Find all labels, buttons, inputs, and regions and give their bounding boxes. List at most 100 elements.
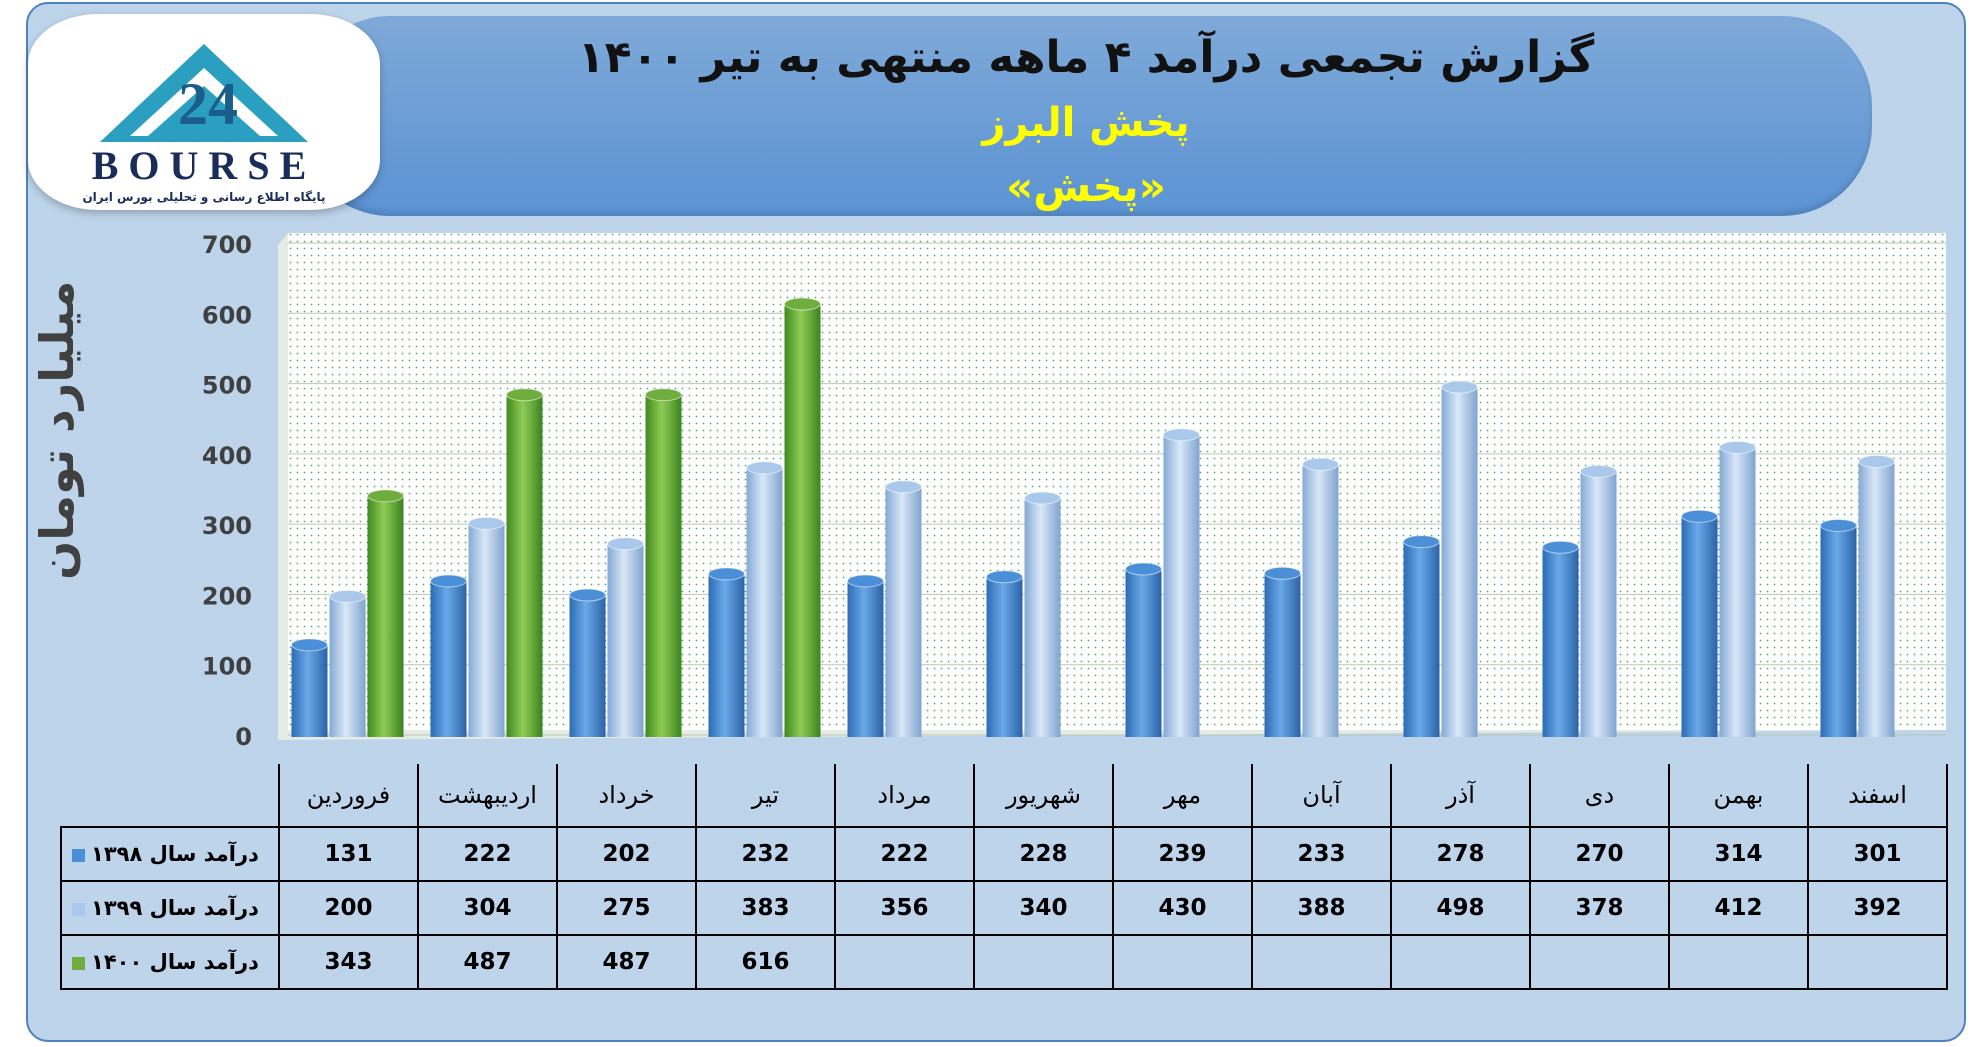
table-cell: 200 [278,880,419,936]
table-cell: 222 [417,826,558,882]
table-row: درآمد سال ۱۴۰۰ 343 487 487 616 [60,934,1948,990]
table-cell: 430 [1112,880,1253,936]
bar [746,461,783,737]
table-cell: 239 [1112,826,1253,882]
table-cell: 388 [1251,880,1392,936]
table-cell: 314 [1668,826,1809,882]
bar [1681,509,1718,737]
y-axis-ticks: 0 100 200 300 400 500 600 700 [202,231,252,751]
table-cell [1390,934,1531,990]
table-cell [1807,934,1948,990]
bar [885,480,922,737]
x-tick-label: خرداد [556,764,697,828]
table-cell [973,934,1114,990]
bar [1542,540,1579,737]
table-cell: 392 [1807,880,1948,936]
table-cell: 233 [1251,826,1392,882]
bars [291,297,1895,737]
table-row: درآمد سال ۱۳۹۹ 200 304 275 383 356 340 430 388 49… [60,880,1948,936]
table-cell: 202 [556,826,697,882]
bar [430,574,467,737]
bar [468,516,505,737]
x-tick-label: اسفند [1807,764,1948,828]
x-tick-label: اردیبهشت [417,764,558,828]
table-cell: 498 [1390,880,1531,936]
bar [1441,380,1478,737]
table-cell [834,934,975,990]
y-tick-label: 700 [202,231,252,259]
chart-title: گزارش تجمعی درآمد ۴ ماهه منتهی به تیر ۱۴… [577,32,1595,83]
bar [1820,518,1857,737]
bar [1024,491,1061,737]
bar [784,297,821,737]
header-band: گزارش تجمعی درآمد ۴ ماهه منتهی به تیر ۱۴… [300,16,1872,216]
legend-label: درآمد سال ۱۳۹۹ [91,896,259,920]
gridlines [288,242,1946,736]
bar [291,638,328,737]
bar [708,567,745,737]
table-cell [1529,934,1670,990]
x-tick-label: آذر [1390,764,1531,828]
logo-wordmark: BOURSE [91,143,317,188]
legend-entry: درآمد سال ۱۳۹۹ [60,880,280,936]
ticker-symbol: «پخش» [1006,162,1166,211]
data-table: فروردین اردیبهشت خرداد تیر مرداد شهریور مهر آبا… [60,764,1948,990]
bar [1264,566,1301,737]
legend-key [72,956,85,970]
x-tick-label: شهریور [973,764,1114,828]
table-cell: 275 [556,880,697,936]
table-cell: 301 [1807,826,1948,882]
svg-text:24: 24 [178,71,238,137]
legend-entry: درآمد سال ۱۴۰۰ [60,934,280,990]
table-cell: 232 [695,826,836,882]
logo-triangle-icon: 24 [100,44,308,142]
bar [1403,535,1440,737]
bar [645,388,682,737]
legend-key [72,902,85,916]
table-row: درآمد سال ۱۳۹۸ 131 222 202 232 222 228 239 233 27… [60,826,1948,882]
x-tick-label: مرداد [834,764,975,828]
bar [1163,428,1200,737]
y-tick-label: 400 [202,442,252,470]
table-cell: 487 [417,934,558,990]
table-corner [61,764,279,827]
table-cell: 378 [1529,880,1670,936]
legend-label: درآمد سال ۱۳۹۸ [91,842,259,866]
bar [1580,464,1617,737]
bourse-logo: 24 BOURSE پایگاه اطلاع رسانی و تحلیلی بو… [28,14,380,210]
category-row: فروردین اردیبهشت خرداد تیر مرداد شهریور مهر آبا… [61,764,1948,828]
bar [1125,562,1162,737]
plot-area [288,233,1946,730]
bar [1302,457,1339,737]
table-cell: 304 [417,880,558,936]
table-cell: 340 [973,880,1114,936]
table-cell: 487 [556,934,697,990]
table-cell: 412 [1668,880,1809,936]
table-cell: 131 [278,826,419,882]
table-cell [1112,934,1253,990]
bar [329,589,366,737]
x-tick-label: فروردین [278,764,419,828]
company-name: پخش البرز [982,100,1190,146]
x-tick-label: بهمن [1668,764,1809,828]
y-tick-label: 100 [202,653,252,681]
table-cell: 343 [278,934,419,990]
legend-key [72,848,85,862]
legend-entry: درآمد سال ۱۳۹۸ [60,826,280,882]
table-cell [1668,934,1809,990]
table-cell: 228 [973,826,1114,882]
bar [607,537,644,737]
table-cell: 356 [834,880,975,936]
bar [1858,454,1895,737]
y-tick-label: 200 [202,582,252,610]
bar [569,588,606,737]
y-tick-label: 600 [202,301,252,329]
x-tick-label: تیر [695,764,836,828]
table-cell: 383 [695,880,836,936]
x-tick-label: مهر [1112,764,1253,828]
bar [986,570,1023,737]
y-tick-label: 500 [202,372,252,400]
bar [847,574,884,737]
x-tick-label: دی [1529,764,1670,828]
bar [367,489,404,737]
